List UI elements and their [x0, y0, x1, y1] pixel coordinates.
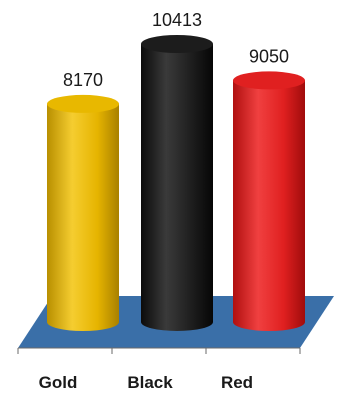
data-label-red: 9050 — [249, 46, 289, 66]
bars-group — [47, 35, 305, 331]
bar-red-body — [233, 80, 305, 331]
category-label-black: Black — [127, 373, 173, 392]
bar-red-top — [233, 71, 305, 90]
category-label-red: Red — [221, 373, 253, 392]
category-labels-group: Gold Black Red — [39, 373, 253, 392]
bar-black-body — [141, 44, 213, 331]
x-axis-ticks — [17, 348, 301, 354]
data-label-gold: 8170 — [63, 70, 103, 90]
data-label-black: 10413 — [152, 10, 202, 30]
category-label-gold: Gold — [39, 373, 78, 392]
bar-black — [141, 35, 213, 331]
bar-black-top — [141, 35, 213, 53]
bar-gold-top — [47, 94, 119, 113]
bar-red — [233, 71, 305, 331]
data-labels-group: 8170 10413 9050 — [63, 10, 289, 90]
bar-gold — [47, 94, 119, 331]
bar-gold-body — [47, 103, 119, 331]
